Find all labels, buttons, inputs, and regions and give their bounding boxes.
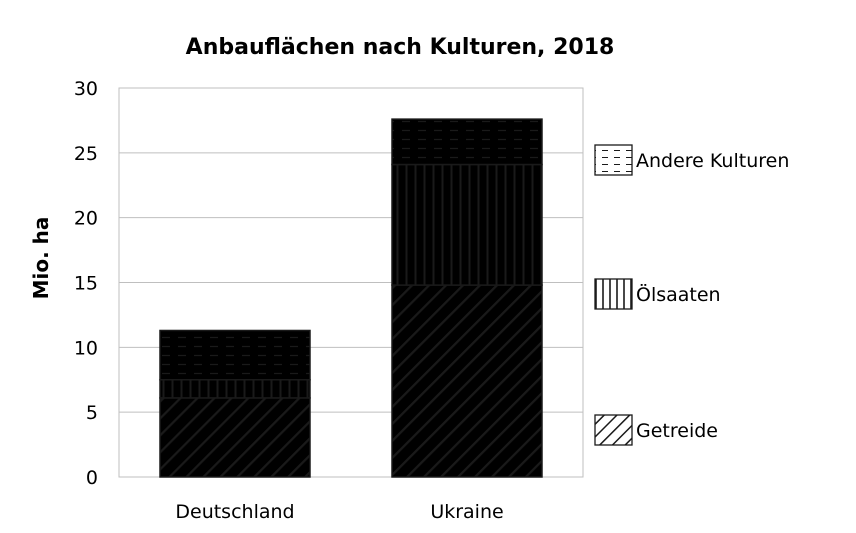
y-tick-label: 0: [86, 467, 98, 489]
y-tick-label: 25: [74, 143, 98, 165]
y-tick-label: 20: [74, 208, 98, 230]
x-tick-label: Deutschland: [175, 501, 294, 523]
bar-segment-andere-kulturen: [159, 329, 311, 381]
legend-swatch: [594, 278, 633, 310]
legend-label: Andere Kulturen: [636, 150, 789, 172]
legend-swatch: [594, 144, 633, 176]
bar-segment-andere-kulturen: [391, 118, 543, 166]
y-tick-label: 30: [74, 78, 98, 100]
bar-segment-getreide: [159, 397, 311, 478]
y-tick-label: 5: [86, 402, 98, 424]
y-tick-label: 15: [74, 273, 98, 295]
chart-title: Anbauflächen nach Kulturen, 2018: [186, 35, 615, 60]
y-tick-label: 10: [74, 337, 98, 359]
legend: Andere Kulturen Ölsaaten Getreide: [594, 144, 789, 446]
y-axis-label: Mio. ha: [29, 217, 53, 300]
bar-segment--lsaaten: [391, 163, 543, 286]
bar-segment--lsaaten: [159, 379, 311, 399]
category-labels: Deutschland Ukraine: [175, 501, 503, 523]
legend-label: Ölsaaten: [636, 283, 721, 306]
y-axis-ticks: 0 5 10 15 20 25 30: [74, 78, 98, 489]
x-tick-label: Ukraine: [430, 501, 503, 523]
legend-label: Getreide: [636, 420, 718, 442]
bar-segment-getreide: [391, 284, 543, 478]
plot-area: [118, 87, 584, 478]
legend-swatch: [594, 414, 633, 446]
bars: [159, 118, 543, 478]
